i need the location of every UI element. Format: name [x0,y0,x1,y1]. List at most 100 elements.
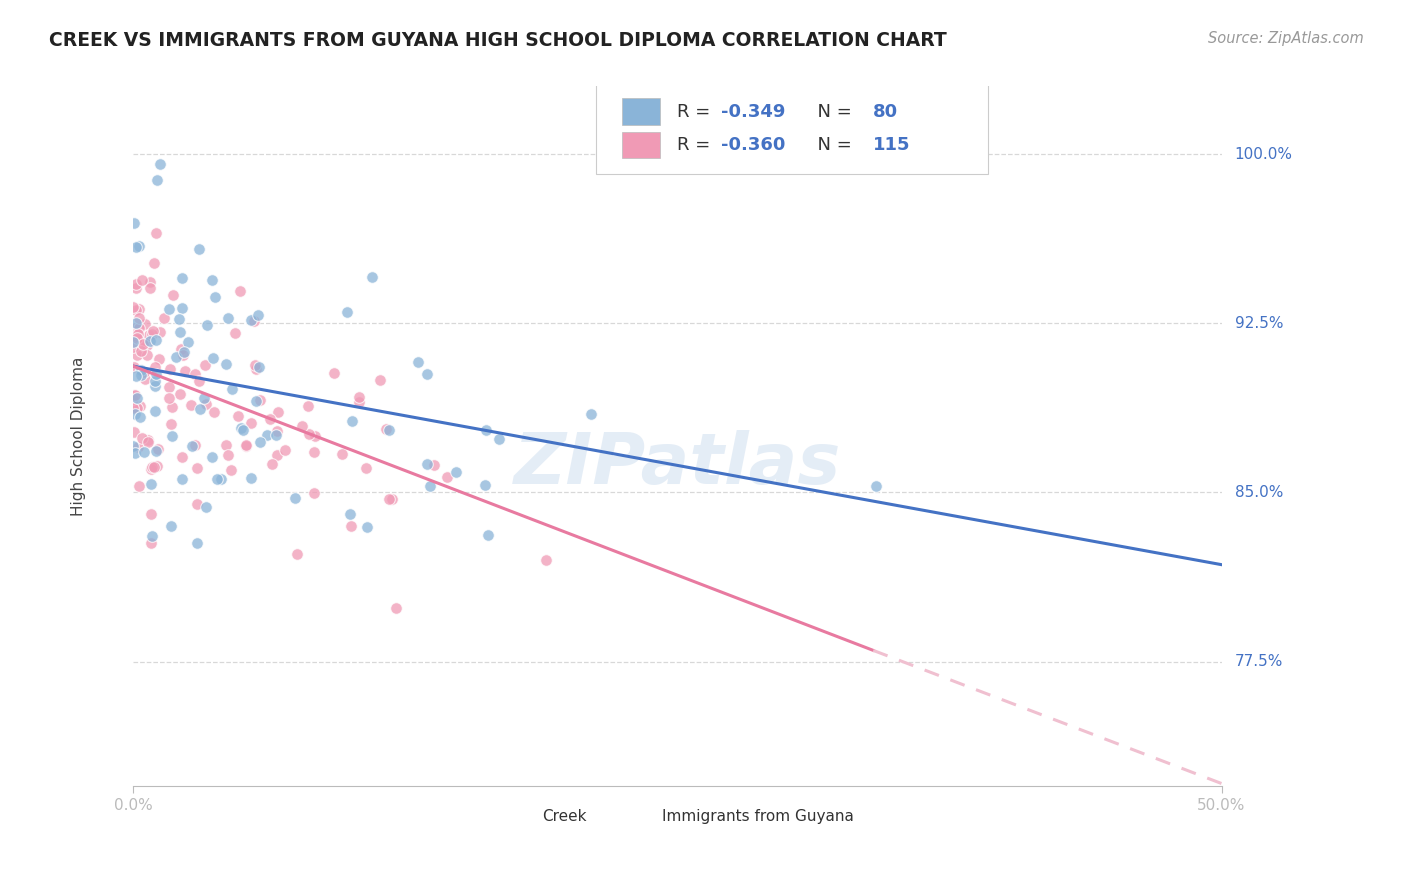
Point [184,438,207,452]
Text: N =: N = [806,136,858,154]
FancyBboxPatch shape [621,132,659,159]
Point [173,364,195,378]
Point [187,243,209,257]
Point [139,507,162,521]
Point [129,400,152,414]
Point [138,433,160,447]
Point [232,423,254,437]
Point [239,313,262,327]
Point [221,382,243,396]
Point [129,344,152,359]
Point [132,365,155,379]
Point [122,359,145,374]
Point [266,448,288,462]
Point [124,387,146,401]
Point [184,367,207,381]
Point [146,458,169,473]
Point [256,427,278,442]
Point [368,373,391,387]
Point [298,426,321,441]
Point [160,401,183,415]
Point [284,491,307,505]
Point [146,173,169,187]
Text: R =: R = [678,136,717,154]
FancyBboxPatch shape [596,79,987,174]
Point [224,326,246,340]
Text: CREEK VS IMMIGRANTS FROM GUYANA HIGH SCHOOL DIPLOMA CORRELATION CHART: CREEK VS IMMIGRANTS FROM GUYANA HIGH SCH… [49,31,948,50]
Point [170,301,193,315]
Point [302,445,325,459]
Point [243,314,266,328]
Point [245,394,267,409]
Point [128,239,150,253]
Point [534,553,557,567]
Point [149,325,172,339]
Point [128,478,150,492]
Point [304,428,326,442]
Point [128,301,150,316]
Point [136,348,159,362]
Point [195,397,218,411]
Point [176,334,198,349]
Point [378,423,401,437]
Point [131,431,153,445]
Point [356,461,378,475]
FancyBboxPatch shape [509,806,534,828]
Point [134,372,156,386]
Text: 80: 80 [873,103,898,120]
Point [125,240,148,254]
Point [581,407,603,421]
Point [148,442,170,456]
Text: High School Diploma: High School Diploma [72,357,86,516]
Point [201,273,224,287]
Point [139,334,162,348]
Point [330,447,353,461]
Text: Source: ZipAtlas.com: Source: ZipAtlas.com [1208,31,1364,46]
Point [186,460,208,475]
Point [181,439,204,453]
Point [172,450,194,465]
Text: Creek: Creek [543,809,586,824]
Point [134,317,156,331]
Point [122,388,145,402]
Point [231,421,253,435]
Point [202,351,225,366]
Point [162,288,184,302]
Point [385,601,408,615]
Point [127,348,149,362]
Text: Immigrants from Guyana: Immigrants from Guyana [662,809,853,824]
Point [419,479,441,493]
Point [129,362,152,376]
Point [124,329,146,343]
Text: 100.0%: 100.0% [1234,146,1292,161]
Point [477,527,499,541]
Point [122,340,145,354]
Point [124,321,146,335]
Point [159,417,181,431]
Point [194,500,217,514]
Point [127,331,149,345]
Point [219,463,242,477]
Point [143,460,166,475]
Point [141,326,163,341]
Point [131,368,153,382]
Text: -0.360: -0.360 [721,136,786,154]
Text: R =: R = [678,103,717,120]
Point [247,360,270,375]
Point [339,507,361,521]
Point [142,324,165,338]
Point [124,216,146,230]
Point [229,284,252,298]
Point [139,536,162,550]
Point [122,392,145,406]
Text: 85.0%: 85.0% [1234,485,1282,500]
Point [145,444,167,458]
Point [217,311,239,326]
Point [157,391,180,405]
Point [145,227,167,241]
Point [264,427,287,442]
Point [134,445,156,459]
Point [209,472,232,486]
Point [141,529,163,543]
Point [474,423,496,437]
